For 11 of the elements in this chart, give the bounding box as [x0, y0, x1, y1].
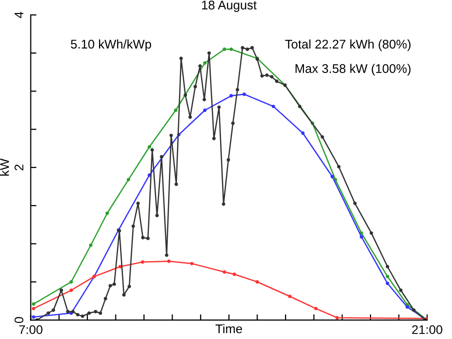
y-tick-label: 4 — [14, 12, 24, 18]
annotation: Max 3.58 kW (100%) — [296, 64, 411, 76]
x-tick-label: 7:00 — [19, 325, 42, 334]
chart-title: 18 August — [202, 0, 257, 12]
x-axis-title: Time — [216, 324, 242, 334]
y-tick-label: 2 — [14, 164, 24, 170]
annotation: Total 22.27 kWh (80%) — [285, 39, 411, 52]
annotation: 5.10 kWh/kWp — [70, 39, 152, 52]
y-tick-label: 0 — [14, 317, 24, 324]
y-axis-title: kW — [0, 158, 9, 176]
x-tick-label: 21:00 — [412, 325, 442, 334]
